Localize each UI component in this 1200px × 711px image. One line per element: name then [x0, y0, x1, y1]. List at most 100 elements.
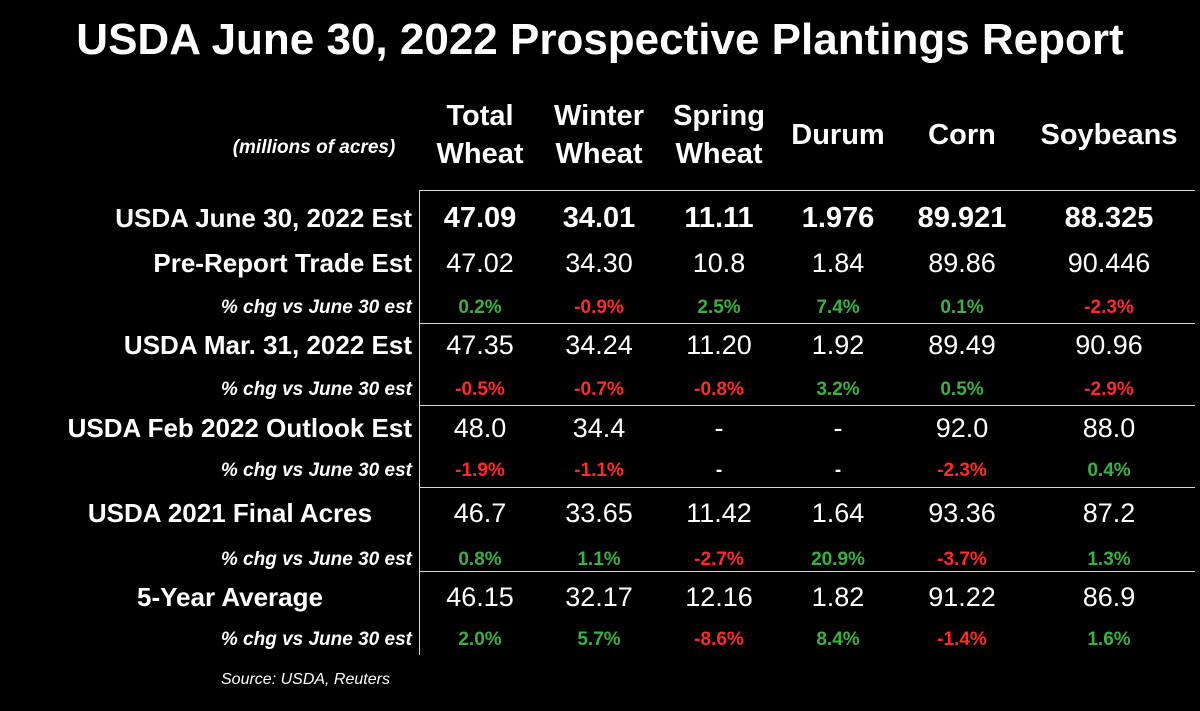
- value-cell: 89.49: [928, 330, 996, 360]
- value-cell: 34.01: [562, 202, 636, 234]
- row-label: Pre-Report Trade Est: [153, 248, 412, 278]
- column-header: Winter Wheat: [529, 90, 669, 180]
- column-header-line: Spring: [673, 100, 765, 132]
- row-label: USDA June 30, 2022 Est: [115, 203, 412, 233]
- value-cell: 32.17: [565, 582, 633, 612]
- column-header: Total Wheat: [410, 90, 550, 180]
- value-cell: 1.82: [811, 582, 865, 612]
- value-cell: 90.446: [1067, 248, 1151, 278]
- units-note: (millions of acres): [232, 137, 396, 158]
- row-label: USDA 2021 Final Acres: [87, 498, 373, 528]
- value-cell: 46.15: [446, 582, 514, 612]
- pct-change-cell: 0.5%: [940, 379, 984, 400]
- pct-change-cell: 2.0%: [458, 629, 502, 650]
- value-cell: 47.02: [446, 248, 514, 278]
- pct-change-cell: -2.7%: [694, 549, 744, 570]
- pct-change-cell: -: [834, 460, 842, 481]
- value-cell: 34.30: [565, 248, 633, 278]
- value-cell: -: [833, 413, 843, 443]
- value-cell: 86.9: [1082, 582, 1136, 612]
- column-header-line: Total: [446, 100, 514, 132]
- pct-change-cell: -1.4%: [937, 629, 987, 650]
- value-cell: 1.84: [811, 248, 865, 278]
- pct-change-label: % chg vs June 30 est: [220, 629, 412, 650]
- column-header-line: Wheat: [436, 138, 524, 170]
- pct-change-cell: -3.7%: [937, 549, 987, 570]
- row-label: USDA Feb 2022 Outlook Est: [67, 413, 412, 443]
- value-cell: 90.96: [1075, 330, 1143, 360]
- pct-change-cell: -: [715, 460, 723, 481]
- pct-change-cell: -2.3%: [937, 460, 987, 481]
- pct-change-cell: 2.5%: [697, 297, 741, 318]
- value-cell: 1.92: [811, 330, 865, 360]
- pct-change-cell: -2.9%: [1084, 379, 1134, 400]
- value-cell: 47.09: [443, 202, 517, 234]
- value-cell: 92.0: [935, 413, 989, 443]
- column-header-line: Durum: [791, 119, 885, 151]
- row-rule: [419, 323, 1195, 324]
- pct-change-cell: 20.9%: [811, 549, 865, 570]
- value-cell: 46.7: [453, 498, 507, 528]
- value-cell: 11.20: [686, 330, 752, 360]
- column-header: Durum: [768, 90, 908, 180]
- value-cell: 34.24: [565, 330, 633, 360]
- value-cell: 11.42: [686, 498, 752, 528]
- column-header-line: Wheat: [675, 138, 763, 170]
- column-header-line: Wheat: [555, 138, 643, 170]
- column-header: Corn: [892, 90, 1032, 180]
- pct-change-cell: 5.7%: [577, 629, 621, 650]
- row-rule: [419, 571, 1195, 572]
- column-header-line: Soybeans: [1040, 119, 1178, 151]
- value-cell: 89.86: [928, 248, 996, 278]
- row-label: 5-Year Average: [137, 582, 323, 612]
- value-cell: 87.2: [1082, 498, 1136, 528]
- value-cell: 1.64: [811, 498, 865, 528]
- pct-change-cell: 1.6%: [1087, 629, 1131, 650]
- column-header: Soybeans: [1039, 90, 1179, 180]
- value-cell: 47.35: [446, 330, 514, 360]
- pct-change-cell: -0.7%: [574, 379, 624, 400]
- pct-change-cell: -0.9%: [574, 297, 624, 318]
- pct-change-cell: -2.3%: [1084, 297, 1134, 318]
- pct-change-cell: 1.1%: [577, 549, 621, 570]
- pct-change-cell: -1.1%: [574, 460, 624, 481]
- source-note: Source: USDA, Reuters: [221, 671, 390, 688]
- value-cell: 12.16: [685, 582, 753, 612]
- value-cell: 33.65: [565, 498, 633, 528]
- pct-change-label: % chg vs June 30 est: [220, 460, 412, 481]
- value-cell: 34.4: [572, 413, 626, 443]
- value-cell: 93.36: [928, 498, 996, 528]
- pct-change-cell: 0.8%: [458, 549, 502, 570]
- value-cell: 48.0: [453, 413, 507, 443]
- value-cell: 88.325: [1064, 202, 1154, 234]
- pct-change-cell: -8.6%: [694, 629, 744, 650]
- row-rule: [419, 487, 1195, 488]
- pct-change-cell: 0.4%: [1087, 460, 1131, 481]
- pct-change-cell: 8.4%: [816, 629, 860, 650]
- pct-change-label: % chg vs June 30 est: [220, 297, 412, 318]
- row-label: USDA Mar. 31, 2022 Est: [123, 330, 412, 360]
- pct-change-cell: 1.3%: [1087, 549, 1131, 570]
- pct-change-cell: -0.5%: [455, 379, 505, 400]
- row-rule: [419, 405, 1195, 406]
- value-cell: 88.0: [1082, 413, 1136, 443]
- value-cell: 91.22: [928, 582, 996, 612]
- pct-change-label: % chg vs June 30 est: [220, 379, 412, 400]
- column-header-line: Corn: [928, 119, 996, 151]
- value-cell: -: [714, 413, 724, 443]
- value-cell: 1.976: [801, 202, 875, 234]
- value-cell: 89.921: [917, 202, 1007, 234]
- pct-change-label: % chg vs June 30 est: [220, 549, 412, 570]
- column-divider: [419, 190, 420, 655]
- value-cell: 11.11: [684, 202, 754, 234]
- pct-change-cell: -0.8%: [694, 379, 744, 400]
- column-header: Spring Wheat: [649, 90, 789, 180]
- pct-change-cell: 0.1%: [940, 297, 984, 318]
- pct-change-cell: -1.9%: [455, 460, 505, 481]
- pct-change-cell: 3.2%: [816, 379, 860, 400]
- column-header-line: Winter: [554, 100, 644, 132]
- header-rule: [419, 190, 1195, 191]
- pct-change-cell: 7.4%: [816, 297, 860, 318]
- value-cell: 10.8: [692, 248, 746, 278]
- page-title: USDA June 30, 2022 Prospective Plantings…: [76, 15, 1124, 64]
